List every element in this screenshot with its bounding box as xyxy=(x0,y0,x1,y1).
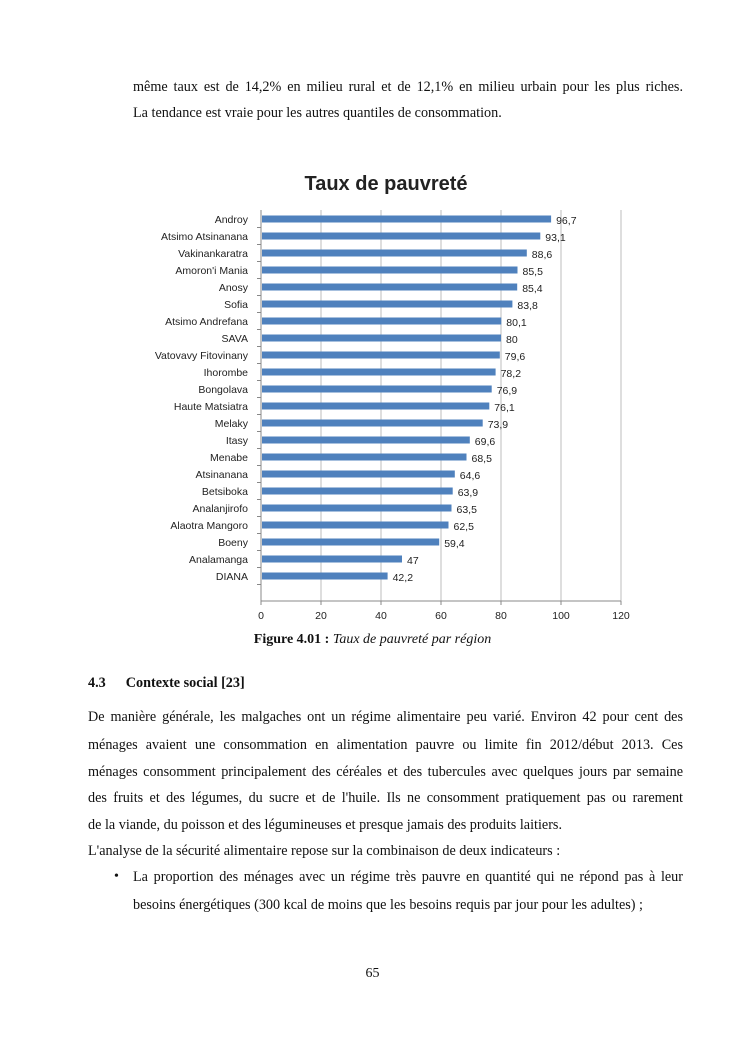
bar xyxy=(262,538,440,546)
data-label: 88,6 xyxy=(532,249,553,261)
data-label: 42,2 xyxy=(393,572,414,584)
paragraph-line: De manière générale, les malgaches ont u… xyxy=(88,709,683,725)
category-label: Atsimo Atsinanana xyxy=(161,231,248,243)
bar xyxy=(262,266,518,274)
paragraph-line: des fruits et des légumes, du sucre et d… xyxy=(88,790,683,806)
data-label: 80 xyxy=(506,334,518,346)
bar xyxy=(262,419,483,427)
section-heading: 4.3 Contexte social [23] xyxy=(88,675,245,692)
poverty-rate-chart: Taux de pauvreté 0 20 40 60 80 100 120 Androy 9… xyxy=(155,173,630,620)
caption-label: Figure 4.01 : xyxy=(253,632,330,647)
x-tick-label: 20 xyxy=(315,610,327,620)
bar xyxy=(262,402,490,410)
bar xyxy=(262,334,501,342)
category-label: Androy xyxy=(215,214,249,226)
bar xyxy=(262,300,513,308)
x-tick-label: 0 xyxy=(258,610,264,620)
category-label: Amoron'i Mania xyxy=(175,265,248,277)
x-tick-label: 60 xyxy=(435,610,447,620)
bar xyxy=(262,470,455,478)
figure-caption: Figure 4.01 : Taux de pauvreté par régio… xyxy=(0,632,745,648)
bar xyxy=(262,317,502,325)
category-label: Sofia xyxy=(224,299,248,311)
bar xyxy=(262,555,402,563)
data-label: 47 xyxy=(407,555,419,567)
paragraph-line: ménages avaient une consommation en alim… xyxy=(88,737,683,753)
bar xyxy=(262,232,541,240)
data-label: 80,1 xyxy=(506,317,527,329)
caption-text: Taux de pauvreté par région xyxy=(329,632,492,647)
data-label: 68,5 xyxy=(472,453,493,465)
data-label: 78,2 xyxy=(501,368,522,380)
page-number: 65 xyxy=(365,966,380,981)
x-tick-label: 80 xyxy=(495,610,507,620)
section-number: 4.3 xyxy=(88,675,106,691)
category-label: Boeny xyxy=(218,537,249,549)
category-label: SAVA xyxy=(222,333,248,345)
bar xyxy=(262,249,527,257)
category-label: Atsimo Andrefana xyxy=(165,316,248,328)
category-label: Melaky xyxy=(215,418,249,430)
bar xyxy=(262,385,492,393)
category-label: Alaotra Mangoro xyxy=(170,520,248,532)
x-tick-label: 100 xyxy=(552,610,570,620)
data-label: 73,9 xyxy=(488,419,509,431)
analysis-line: L'analyse de la sécurité alimentaire rep… xyxy=(88,843,561,859)
data-label: 64,6 xyxy=(460,470,481,482)
category-label: Analanjirofo xyxy=(193,503,249,515)
category-label: Atsinanana xyxy=(195,469,248,481)
bar xyxy=(262,487,453,495)
bar xyxy=(262,572,388,580)
data-label: 69,6 xyxy=(475,436,496,448)
data-label: 76,1 xyxy=(494,402,515,414)
bar xyxy=(262,504,452,512)
x-tick-label: 40 xyxy=(375,610,387,620)
data-label: 62,5 xyxy=(454,521,475,533)
bar xyxy=(262,453,467,461)
bullet-line: besoins énergétiques (300 kcal de moins … xyxy=(133,897,643,913)
data-label: 83,8 xyxy=(517,300,538,312)
category-label: Haute Matsiatra xyxy=(174,401,248,413)
category-label: Vakinankaratra xyxy=(178,248,248,260)
bullet-line: La proportion des ménages avec un régime… xyxy=(133,869,683,885)
intro-line: La tendance est vraie pour les autres qu… xyxy=(133,105,502,121)
bar xyxy=(262,215,552,223)
data-label: 63,5 xyxy=(457,504,478,516)
paragraph-line: ménages consomment principalement des cé… xyxy=(88,764,683,780)
intro-line: même taux est de 14,2% en milieu rural e… xyxy=(133,79,683,95)
data-label: 59,4 xyxy=(444,538,465,550)
data-label: 85,4 xyxy=(522,283,543,295)
x-tick-label: 120 xyxy=(612,610,630,620)
bar xyxy=(262,436,470,444)
category-label: Betsiboka xyxy=(202,486,248,498)
category-label: Ihorombe xyxy=(204,367,249,379)
category-label: Itasy xyxy=(226,435,249,447)
data-label: 85,5 xyxy=(523,266,544,278)
data-label: 79,6 xyxy=(505,351,526,363)
category-label: Menabe xyxy=(210,452,248,464)
data-label: 96,7 xyxy=(556,215,577,227)
bar xyxy=(262,521,449,529)
category-label: Bongolava xyxy=(198,384,248,396)
bar xyxy=(262,368,496,376)
category-label: Vatovavy Fitovinany xyxy=(155,350,249,362)
data-label: 76,9 xyxy=(497,385,518,397)
section-title: Contexte social [23] xyxy=(125,675,245,691)
bar xyxy=(262,283,518,291)
chart-title: Taux de pauvreté xyxy=(304,173,467,195)
data-label: 93,1 xyxy=(545,232,566,244)
paragraph-line: de la viande, du poisson et des légumine… xyxy=(88,817,562,833)
category-label: DIANA xyxy=(216,571,248,583)
bar xyxy=(262,351,500,359)
category-label: Anosy xyxy=(219,282,249,294)
category-label: Analamanga xyxy=(189,554,248,566)
bullet-icon: • xyxy=(114,869,119,884)
data-label: 63,9 xyxy=(458,487,479,499)
